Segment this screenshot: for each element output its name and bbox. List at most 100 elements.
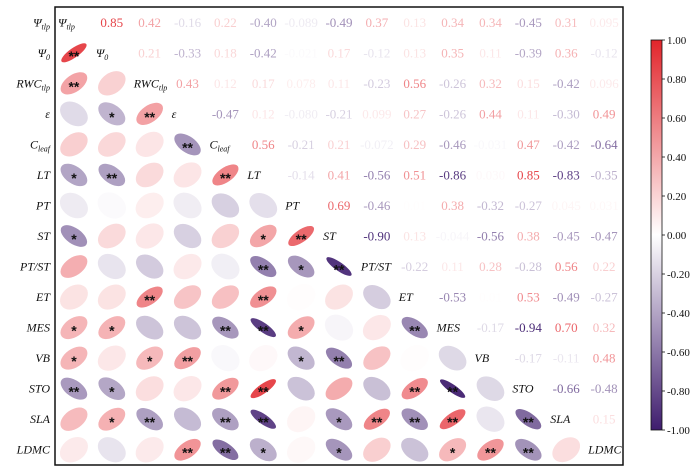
significance-marker: ** <box>371 414 382 430</box>
colorbar-tick-label: -0.40 <box>667 308 690 320</box>
correlation-ellipse <box>439 379 466 398</box>
correlation-value: 0.34 <box>479 15 502 30</box>
correlation-ellipse <box>477 438 504 461</box>
correlation-value: -0.089 <box>284 15 318 30</box>
correlation-ellipse <box>60 377 88 400</box>
correlation-ellipse <box>362 314 391 341</box>
colorbar-gradient <box>650 39 663 431</box>
correlation-value: 0.43 <box>176 76 199 91</box>
correlation-ellipse <box>363 284 391 310</box>
correlation-ellipse <box>173 285 202 309</box>
row-label-st: ST <box>37 229 51 243</box>
matrix-grid: Ψtlp Ψ0 RWCtlp ε Cleaf LT PT ST PT/ST ET MES VB STO S… <box>15 6 624 466</box>
correlation-value: -0.26 <box>439 76 467 91</box>
colorbar: 1.00 0.80 0.60 0.40 0.20 0.00 -0.20 -0.40 -0.60 -… <box>650 35 690 437</box>
significance-marker: ** <box>258 292 269 308</box>
correlation-ellipse <box>287 316 315 339</box>
row-label-epsilon: ε <box>45 107 50 121</box>
correlation-value: 0.15 <box>593 412 616 427</box>
correlation-value: -0.40 <box>250 15 277 30</box>
correlation-ellipse <box>287 346 315 370</box>
correlation-value: 0.32 <box>593 320 616 335</box>
correlation-value: -0.27 <box>591 290 619 305</box>
correlation-value: 0.15 <box>517 76 540 91</box>
correlation-value: 0.28 <box>479 259 502 274</box>
correlation-value: 0.030 <box>476 167 505 182</box>
significance-marker: ** <box>523 445 534 461</box>
correlation-value: -0.27 <box>515 198 543 213</box>
correlation-value: -0.48 <box>591 381 618 396</box>
significance-marker: ** <box>409 414 420 430</box>
correlation-ellipse <box>325 438 353 461</box>
correlation-ellipse <box>401 378 428 400</box>
correlation-value: -0.39 <box>515 45 542 60</box>
correlation-ellipse <box>212 439 239 460</box>
correlation-value: 0.11 <box>441 259 463 274</box>
correlation-ellipse <box>98 407 126 431</box>
correlation-ellipse <box>515 438 542 461</box>
correlation-ellipse <box>60 346 88 370</box>
colorbar-tick-label: 0.00 <box>667 230 687 242</box>
correlation-value: -0.47 <box>591 229 619 244</box>
correlation-ellipse <box>97 223 126 249</box>
significance-marker: * <box>298 353 304 369</box>
row-label-cleaf: Cleaf <box>30 137 52 153</box>
correlation-ellipse <box>174 438 201 461</box>
correlation-ellipse <box>439 438 467 462</box>
correlation-ellipse <box>438 345 467 371</box>
row-label-rwctlp: RWCtlp <box>15 76 50 92</box>
correlation-ellipse <box>136 102 163 125</box>
correlation-ellipse <box>515 409 542 430</box>
correlation-value: -0.031 <box>474 137 508 152</box>
diagonal-label-vb: VB <box>475 351 490 365</box>
colorbar-tick-label: 0.80 <box>667 74 687 86</box>
correlation-value: 0.31 <box>555 15 578 30</box>
correlation-ellipse <box>325 377 353 400</box>
correlation-value: -0.45 <box>553 229 580 244</box>
significance-marker: ** <box>447 414 458 430</box>
significance-marker: ** <box>144 109 155 125</box>
correlation-value: 0.045 <box>552 198 581 213</box>
correlation-value: -0.080 <box>284 106 318 121</box>
correlation-value: 0.078 <box>287 76 316 91</box>
correlation-ellipse <box>249 345 278 372</box>
correlation-ellipse <box>59 192 88 219</box>
correlation-value: 0.095 <box>589 15 618 30</box>
row-label-sla: SLA <box>30 412 51 426</box>
correlation-value: 0.18 <box>214 45 237 60</box>
correlation-ellipse <box>476 376 505 402</box>
significance-marker: ** <box>447 384 458 400</box>
correlation-ellipse <box>211 345 240 372</box>
correlation-value: 0.38 <box>517 229 540 244</box>
row-label-pt-st: PT/ST <box>19 260 51 274</box>
correlation-value: 0.22 <box>214 15 237 30</box>
correlation-ellipse <box>98 102 126 126</box>
correlation-ellipse <box>250 255 277 278</box>
diagonal-label-psi0: Ψ0 <box>96 46 108 62</box>
correlation-ellipse <box>135 223 164 249</box>
row-label-vb: VB <box>35 351 50 365</box>
diagonal-label-et: ET <box>398 290 414 304</box>
correlation-ellipse <box>60 407 88 431</box>
correlation-ellipse <box>173 253 202 280</box>
significance-marker: ** <box>106 170 117 186</box>
correlation-ellipse <box>60 101 88 127</box>
correlation-ellipse <box>173 192 202 219</box>
correlation-ellipse <box>97 253 126 280</box>
correlation-value: 0.11 <box>517 106 539 121</box>
correlation-ellipse <box>98 71 126 96</box>
correlation-ellipse <box>325 347 353 369</box>
correlation-value: 0.01 <box>403 198 426 213</box>
correlation-ellipse <box>60 255 88 278</box>
significance-marker: * <box>71 231 77 247</box>
correlation-value: 0.17 <box>252 76 275 91</box>
correlation-ellipse <box>476 406 505 432</box>
correlation-ellipse <box>401 408 428 431</box>
diagonal-label-st: ST <box>323 229 337 243</box>
diagonal-label-lt: LT <box>246 168 261 182</box>
correlation-value: 0.42 <box>138 15 161 30</box>
correlation-ellipse <box>136 346 164 370</box>
correlation-value: 0.48 <box>593 351 616 366</box>
correlation-value: -0.21 <box>288 137 315 152</box>
significance-marker: * <box>71 353 77 369</box>
